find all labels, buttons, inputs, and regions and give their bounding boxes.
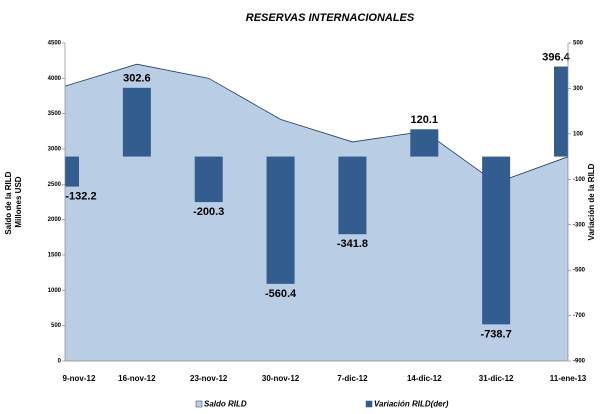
data-label: 302.6 (123, 73, 151, 85)
data-label: -132.2 (65, 191, 96, 203)
y2-tick-label: 100 (573, 131, 584, 137)
legend-label: Saldo RILD (204, 400, 247, 409)
y-tick-label: 2000 (48, 217, 62, 223)
x-tick-label: 23-nov-12 (190, 374, 228, 383)
legend-swatch (195, 400, 203, 408)
y-tick-label: 2500 (48, 182, 62, 188)
x-tick-label: 11-ene-13 (550, 374, 587, 383)
data-label: -560.4 (265, 288, 297, 300)
legend-swatch (365, 400, 373, 408)
x-tick-label: 9-nov-12 (63, 374, 96, 383)
data-label: -341.8 (337, 238, 368, 250)
data-label: 396.4 (542, 51, 570, 63)
bar (65, 156, 79, 187)
chart-title: RESERVAS INTERNACIONALES (246, 12, 415, 24)
x-tick-label: 16-nov-12 (118, 374, 156, 383)
y-axis-title: Saldo de la RILD Millones USD (4, 169, 23, 234)
y-tick-label: 500 (51, 323, 62, 329)
bar (410, 129, 439, 157)
plot-area (65, 63, 568, 361)
x-tick-label: 14-dic-12 (407, 374, 442, 383)
bar (122, 87, 151, 157)
y-tick-label: 3500 (48, 111, 62, 117)
data-label: -738.7 (481, 328, 512, 340)
bar (554, 66, 568, 157)
y-tick-label: 0 (58, 359, 62, 365)
y-tick-label: 4000 (48, 76, 62, 82)
y2-axis-title: Variación de la RILD (587, 163, 596, 240)
bar (338, 156, 367, 235)
legend-label: Variación RILD(der) (374, 400, 449, 409)
data-label: -200.3 (193, 206, 224, 218)
bar (482, 156, 511, 325)
y2-tick-label: -100 (573, 177, 586, 183)
x-tick-label: 31-dic-12 (479, 374, 514, 383)
y-tick-label: 1000 (48, 288, 62, 294)
y-tick-label: 3000 (48, 147, 62, 153)
bar (194, 156, 223, 203)
y2-tick-label: -700 (573, 313, 586, 319)
y-tick-label: 4500 (48, 41, 62, 47)
y2-tick-label: -300 (573, 222, 586, 228)
area (65, 64, 568, 361)
bar (266, 156, 295, 284)
y-tick-label: 1500 (48, 253, 62, 259)
data-label: 120.1 (411, 114, 439, 126)
y-axis-title-line: Millones USD (14, 176, 23, 227)
y2-tick-label: 300 (573, 86, 584, 92)
y2-tick-label: -500 (573, 268, 586, 274)
y-axis-title-line: Saldo de la RILD (4, 171, 13, 234)
y2-tick-label: 500 (573, 41, 584, 47)
x-tick-label: 7-dic-12 (337, 374, 368, 383)
y2-tick-label: -900 (573, 359, 586, 365)
x-tick-label: 30-nov-12 (262, 374, 300, 383)
